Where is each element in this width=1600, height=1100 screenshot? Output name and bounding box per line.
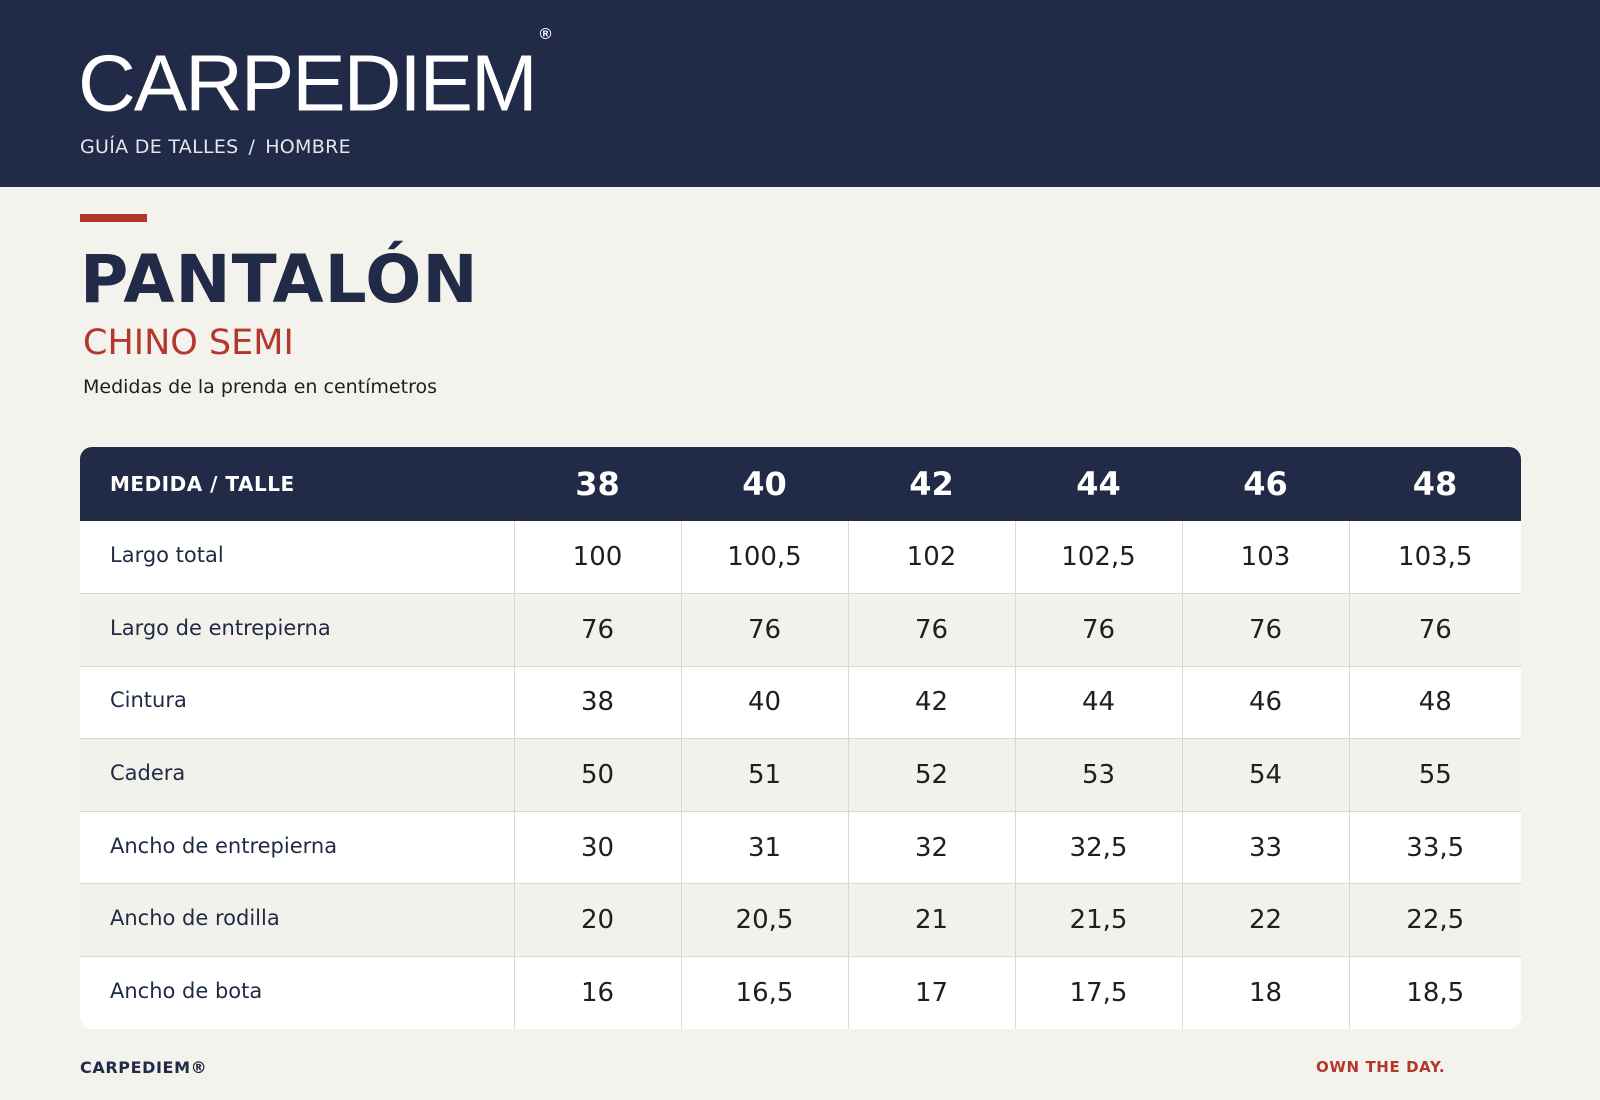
column-header-size: 46 xyxy=(1243,465,1288,503)
table-cell: 51 xyxy=(680,738,848,812)
column-header-size: 42 xyxy=(909,465,954,503)
breadcrumb: GUÍA DE TALLES / HOMBRE xyxy=(80,136,351,158)
footer-tagline: OWN THE DAY. xyxy=(1316,1058,1446,1076)
table-cell: 21,5 xyxy=(1014,883,1182,957)
table-cell: 31 xyxy=(680,810,848,884)
table-cell: 52 xyxy=(847,738,1015,812)
table-cell: 18 xyxy=(1181,956,1349,1029)
table-cell: 20 xyxy=(513,883,681,957)
table-cell: 44 xyxy=(1014,665,1182,739)
table-row: Cintura 38 40 42 44 46 48 xyxy=(80,665,1521,739)
table-row: Ancho de bota 16 16,5 17 17,5 18 18,5 xyxy=(80,956,1521,1029)
table-cell: 54 xyxy=(1181,738,1349,812)
table-cell: 50 xyxy=(513,738,681,812)
accent-bar xyxy=(80,214,147,222)
row-label: Largo de entrepierna xyxy=(80,593,514,667)
table-cell: 100 xyxy=(513,521,681,594)
table-row: Cadera 50 51 52 53 54 55 xyxy=(80,738,1521,812)
row-label: Ancho de rodilla xyxy=(80,883,514,957)
table-cell: 42 xyxy=(847,665,1015,739)
brand-logo: CARPEDIEM® xyxy=(78,26,552,128)
breadcrumb-separator: / xyxy=(248,136,256,158)
column-header-size: 38 xyxy=(575,465,620,503)
table-cell: 55 xyxy=(1348,738,1521,812)
table-cell: 76 xyxy=(1348,593,1521,667)
row-label: Ancho de bota xyxy=(80,956,514,1029)
table-cell: 16 xyxy=(513,956,681,1029)
breadcrumb-item-size-guide[interactable]: GUÍA DE TALLES xyxy=(80,136,239,158)
table-row: Ancho de rodilla 20 20,5 21 21,5 22 22,5 xyxy=(80,883,1521,957)
row-label: Ancho de entrepierna xyxy=(80,810,514,884)
table-cell: 32,5 xyxy=(1014,810,1182,884)
page-title: PANTALÓN xyxy=(80,241,479,318)
table-cell: 33 xyxy=(1181,810,1349,884)
column-header-measure: MEDIDA / TALLE xyxy=(110,472,295,496)
table-row: Largo total 100 100,5 102 102,5 103 103,5 xyxy=(80,521,1521,594)
table-cell: 22,5 xyxy=(1348,883,1521,957)
table-cell: 40 xyxy=(680,665,848,739)
table-cell: 38 xyxy=(513,665,681,739)
table-cell: 48 xyxy=(1348,665,1521,739)
table-cell: 76 xyxy=(1014,593,1182,667)
table-cell: 33,5 xyxy=(1348,810,1521,884)
table-cell: 76 xyxy=(513,593,681,667)
column-header-size: 40 xyxy=(742,465,787,503)
table-row: Ancho de entrepierna 30 31 32 32,5 33 33,5 xyxy=(80,810,1521,884)
table-cell: 16,5 xyxy=(680,956,848,1029)
breadcrumb-item-men[interactable]: HOMBRE xyxy=(265,136,351,158)
table-cell: 32 xyxy=(847,810,1015,884)
row-label: Largo total xyxy=(110,543,224,568)
table-cell: 102 xyxy=(847,521,1015,594)
table-cell: 103 xyxy=(1181,521,1349,594)
table-cell: 17 xyxy=(847,956,1015,1029)
size-table: MEDIDA / TALLE 38 40 42 44 46 48 Largo total 1… xyxy=(80,447,1521,1029)
table-cell: 22 xyxy=(1181,883,1349,957)
table-cell: 53 xyxy=(1014,738,1182,812)
table-cell: 30 xyxy=(513,810,681,884)
table-cell: 76 xyxy=(680,593,848,667)
measurement-note: Medidas de la prenda en centímetros xyxy=(83,376,437,398)
column-header-size: 44 xyxy=(1076,465,1121,503)
table-cell: 21 xyxy=(847,883,1015,957)
table-cell: 102,5 xyxy=(1014,521,1182,594)
footer-brand: CARPEDIEM® xyxy=(80,1058,208,1077)
header-banner: CARPEDIEM® GUÍA DE TALLES / HOMBRE xyxy=(0,0,1600,187)
row-label: Cintura xyxy=(80,665,514,739)
table-cell: 17,5 xyxy=(1014,956,1182,1029)
table-cell: 76 xyxy=(847,593,1015,667)
table-cell: 103,5 xyxy=(1348,521,1521,594)
table-row: Largo de entrepierna 76 76 76 76 76 76 xyxy=(80,593,1521,667)
table-cell: 100,5 xyxy=(680,521,848,594)
row-label: Cadera xyxy=(80,738,514,812)
registered-mark: ® xyxy=(539,26,552,43)
table-cell: 46 xyxy=(1181,665,1349,739)
product-subtitle: CHINO SEMI xyxy=(83,323,294,363)
table-cell: 76 xyxy=(1181,593,1349,667)
table-cell: 18,5 xyxy=(1348,956,1521,1029)
table-cell: 20,5 xyxy=(680,883,848,957)
column-header-size: 48 xyxy=(1412,465,1458,503)
table-header-row: MEDIDA / TALLE 38 40 42 44 46 48 xyxy=(80,447,1521,521)
